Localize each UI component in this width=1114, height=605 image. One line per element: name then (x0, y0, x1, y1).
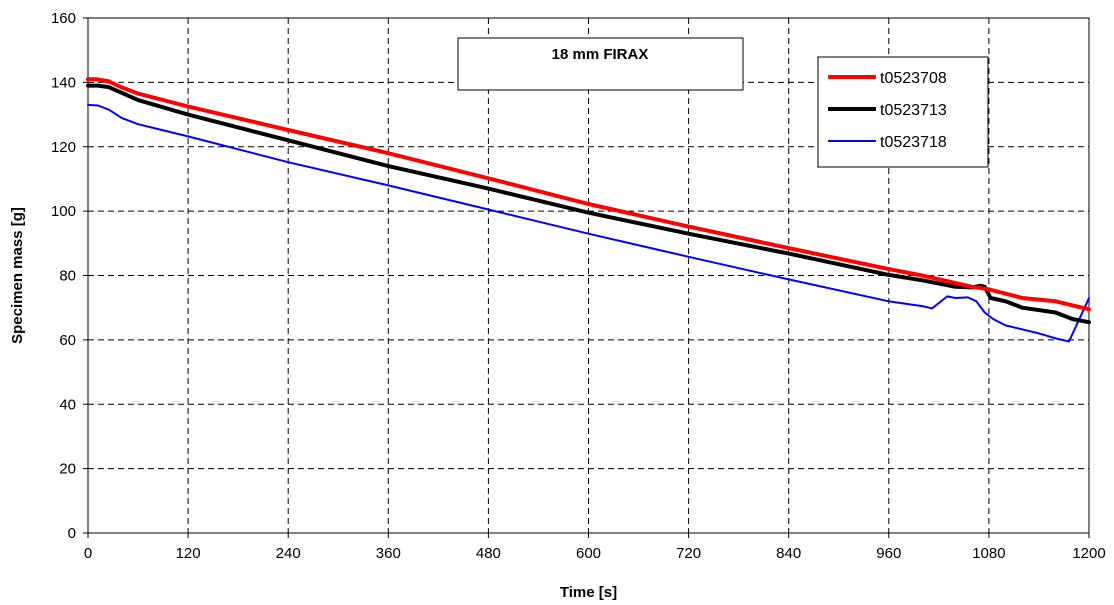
series-line-t0523713 (86, 83, 1091, 325)
y-tick-label: 120 (51, 139, 76, 156)
x-tick-label: 720 (676, 545, 701, 562)
x-axis-title: Time [s] (560, 584, 617, 601)
y-axis-title: Specimen mass [g] (9, 207, 26, 344)
y-tick-label: 40 (59, 396, 76, 413)
title-box-frame (457, 37, 744, 91)
y-tick-label: 140 (51, 74, 76, 91)
legend-label: t0523713 (880, 102, 947, 119)
y-tick-label: 0 (68, 525, 76, 542)
legend-label: t0523708 (880, 70, 947, 87)
x-tick-label: 360 (376, 545, 401, 562)
x-tick-label: 840 (776, 545, 801, 562)
x-tick-label: 240 (276, 545, 301, 562)
x-tick-label: 480 (476, 545, 501, 562)
series-line-t0523708 (86, 77, 1091, 312)
y-tick-label: 60 (59, 332, 76, 349)
y-tick-label: 80 (59, 268, 76, 285)
tick-labels: 0 120 240 360 480 600 720 840 960 1080 1200 0 20 40 60… (51, 10, 1106, 562)
x-tick-label: 0 (84, 545, 92, 562)
series-line-t0523718 (87, 103, 1090, 343)
chart-title: 18 mm FIRAX (552, 46, 649, 63)
x-tick-label: 120 (176, 545, 201, 562)
x-tick-label: 960 (876, 545, 901, 562)
y-tick-label: 160 (51, 10, 76, 27)
y-tick-label: 100 (51, 203, 76, 220)
chart-title-box: 18 mm FIRAX (457, 37, 744, 91)
y-tick-label: 20 (59, 461, 76, 478)
legend-label: t0523718 (880, 134, 947, 151)
x-tick-label: 600 (576, 545, 601, 562)
x-tick-label: 1200 (1072, 545, 1105, 562)
series-layer (86, 77, 1091, 343)
legend: t0523708 t0523713 t0523718 (817, 56, 989, 168)
x-tick-label: 1080 (972, 545, 1005, 562)
